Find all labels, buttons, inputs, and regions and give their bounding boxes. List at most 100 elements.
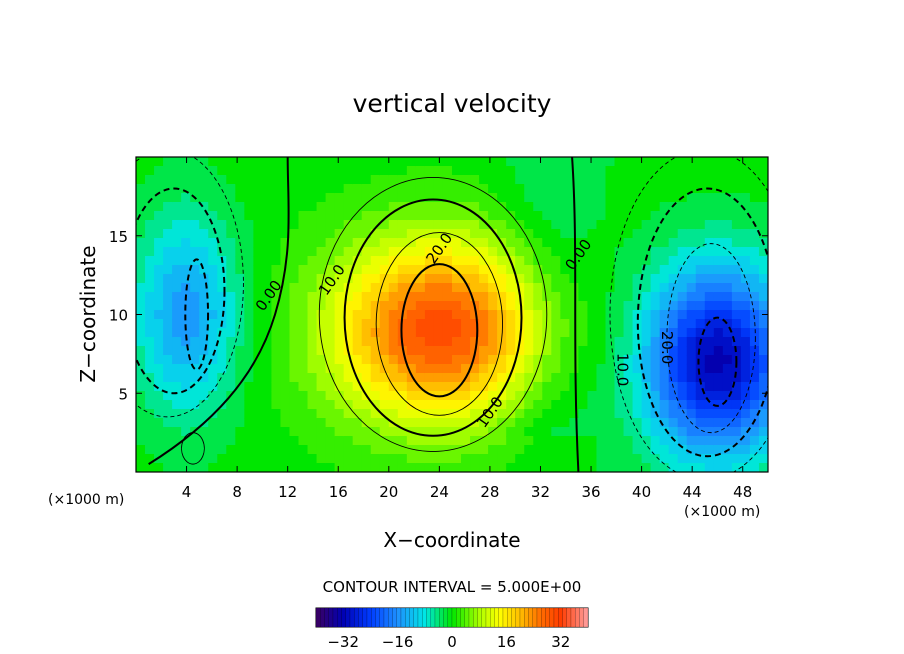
field-cell [181,382,191,392]
field-cell [325,427,336,437]
field-cell [244,184,254,194]
field-cell [343,382,354,392]
field-cell [452,184,462,194]
field-cell [307,274,318,284]
field-cell [596,211,607,221]
field-cell [470,220,480,230]
field-cell [388,247,399,257]
field-cell [397,211,408,221]
field-cell [650,220,661,230]
field-cell [461,238,471,248]
field-cell [614,445,625,455]
field-cell [713,310,724,320]
field-cell [271,301,282,311]
field-cell [596,238,607,248]
field-cell [424,373,435,383]
field-cell [623,193,634,203]
field-cell [650,184,661,194]
colorbar-swatch [383,607,389,628]
field-cell [280,382,291,392]
field-cell [253,319,263,329]
field-cell [217,283,227,293]
field-cell [524,238,534,248]
field-cell [271,355,282,365]
field-cell [731,265,742,275]
field-cell [415,157,426,167]
field-cell [704,274,715,284]
field-cell [145,373,155,383]
field-cell [560,364,570,374]
field-cell [244,463,254,472]
field-cell [235,427,245,437]
field-cell [289,175,300,185]
field-cell [325,346,336,356]
field-cell [497,463,507,472]
field-cell [749,355,760,365]
field-cell [650,292,661,302]
field-cell [289,454,300,464]
field-cell [704,409,715,419]
field-cell [533,382,543,392]
field-cell [172,175,182,185]
field-cell [704,463,715,472]
field-cell [650,400,661,410]
field-cell [388,238,399,248]
field-cell [199,436,209,446]
field-cell [677,175,688,185]
field-cell [713,418,724,428]
field-cell [677,436,688,446]
field-cell [226,184,236,194]
field-cell [388,463,399,472]
field-cell [713,400,724,410]
field-cell [614,166,625,176]
field-cell [307,166,318,176]
field-cell [461,436,471,446]
field-cell [650,454,661,464]
field-cell [208,265,218,275]
field-cell [731,427,742,437]
field-cell [461,328,471,338]
field-cell [424,310,435,320]
field-cell [352,157,363,167]
field-cell [551,238,561,248]
field-cell [253,211,263,221]
field-cell [758,247,768,257]
field-cell [542,346,552,356]
field-cell [704,364,715,374]
field-cell [352,265,363,275]
field-cell [722,292,733,302]
field-cell [677,409,688,419]
field-cell [244,256,254,266]
field-cell [686,391,697,401]
field-cell [415,445,426,455]
field-cell [749,211,760,221]
field-cell [551,292,561,302]
field-cell [262,310,273,320]
field-cell [704,427,715,437]
field-cell [361,229,372,239]
field-cell [524,391,534,401]
field-cell [668,409,679,419]
colorbar-swatch [320,607,325,628]
field-cell [298,427,309,437]
field-cell [388,166,399,176]
y-tick-label: 10 [109,307,128,325]
field-cell [713,373,724,383]
field-cell [614,436,625,446]
field-cell [334,283,345,293]
field-cell [307,211,318,221]
field-cell [271,283,282,293]
field-cell [533,166,543,176]
field-cell [271,211,282,221]
field-cell [361,202,372,212]
field-cell [334,265,345,275]
contour-line [636,187,768,458]
field-cell [172,202,182,212]
field-cell [488,427,498,437]
field-cell [497,346,507,356]
field-cell [641,337,652,347]
field-cell [136,409,146,419]
field-cell [145,382,155,392]
field-cell [442,445,453,455]
field-cell [704,355,715,365]
